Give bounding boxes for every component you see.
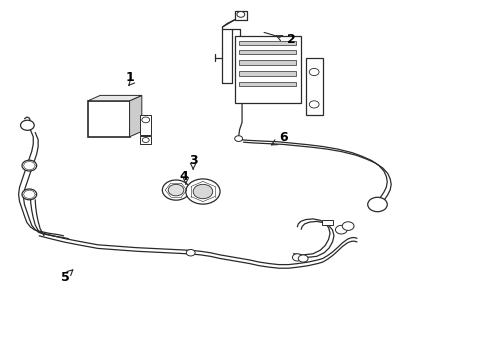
Circle shape: [22, 160, 37, 171]
Circle shape: [234, 136, 242, 141]
Text: 1: 1: [125, 71, 134, 84]
Circle shape: [142, 138, 149, 143]
Circle shape: [162, 180, 189, 200]
Circle shape: [20, 120, 34, 130]
Circle shape: [308, 68, 318, 76]
Bar: [305, 58, 322, 115]
Circle shape: [142, 117, 149, 123]
Circle shape: [308, 101, 318, 108]
Bar: [234, 36, 300, 103]
Text: 3: 3: [188, 154, 197, 167]
Bar: [140, 115, 151, 135]
Circle shape: [186, 249, 195, 256]
Circle shape: [22, 189, 37, 200]
Circle shape: [193, 184, 212, 199]
Polygon shape: [88, 95, 142, 101]
Text: 2: 2: [286, 33, 295, 46]
Bar: [140, 136, 151, 144]
Circle shape: [335, 225, 346, 234]
Circle shape: [168, 184, 183, 196]
Bar: [88, 101, 129, 137]
Text: 4: 4: [179, 170, 187, 183]
Bar: [238, 41, 296, 45]
Text: 6: 6: [279, 131, 287, 144]
Bar: [321, 220, 332, 225]
Bar: [238, 60, 296, 65]
Circle shape: [342, 222, 353, 230]
Bar: [238, 71, 296, 76]
Bar: [238, 50, 296, 54]
Circle shape: [292, 254, 302, 261]
Bar: [238, 82, 296, 86]
Polygon shape: [129, 95, 142, 137]
Circle shape: [367, 197, 386, 212]
Text: 5: 5: [61, 271, 69, 284]
Circle shape: [236, 12, 244, 17]
Circle shape: [185, 179, 220, 204]
Circle shape: [298, 255, 307, 262]
